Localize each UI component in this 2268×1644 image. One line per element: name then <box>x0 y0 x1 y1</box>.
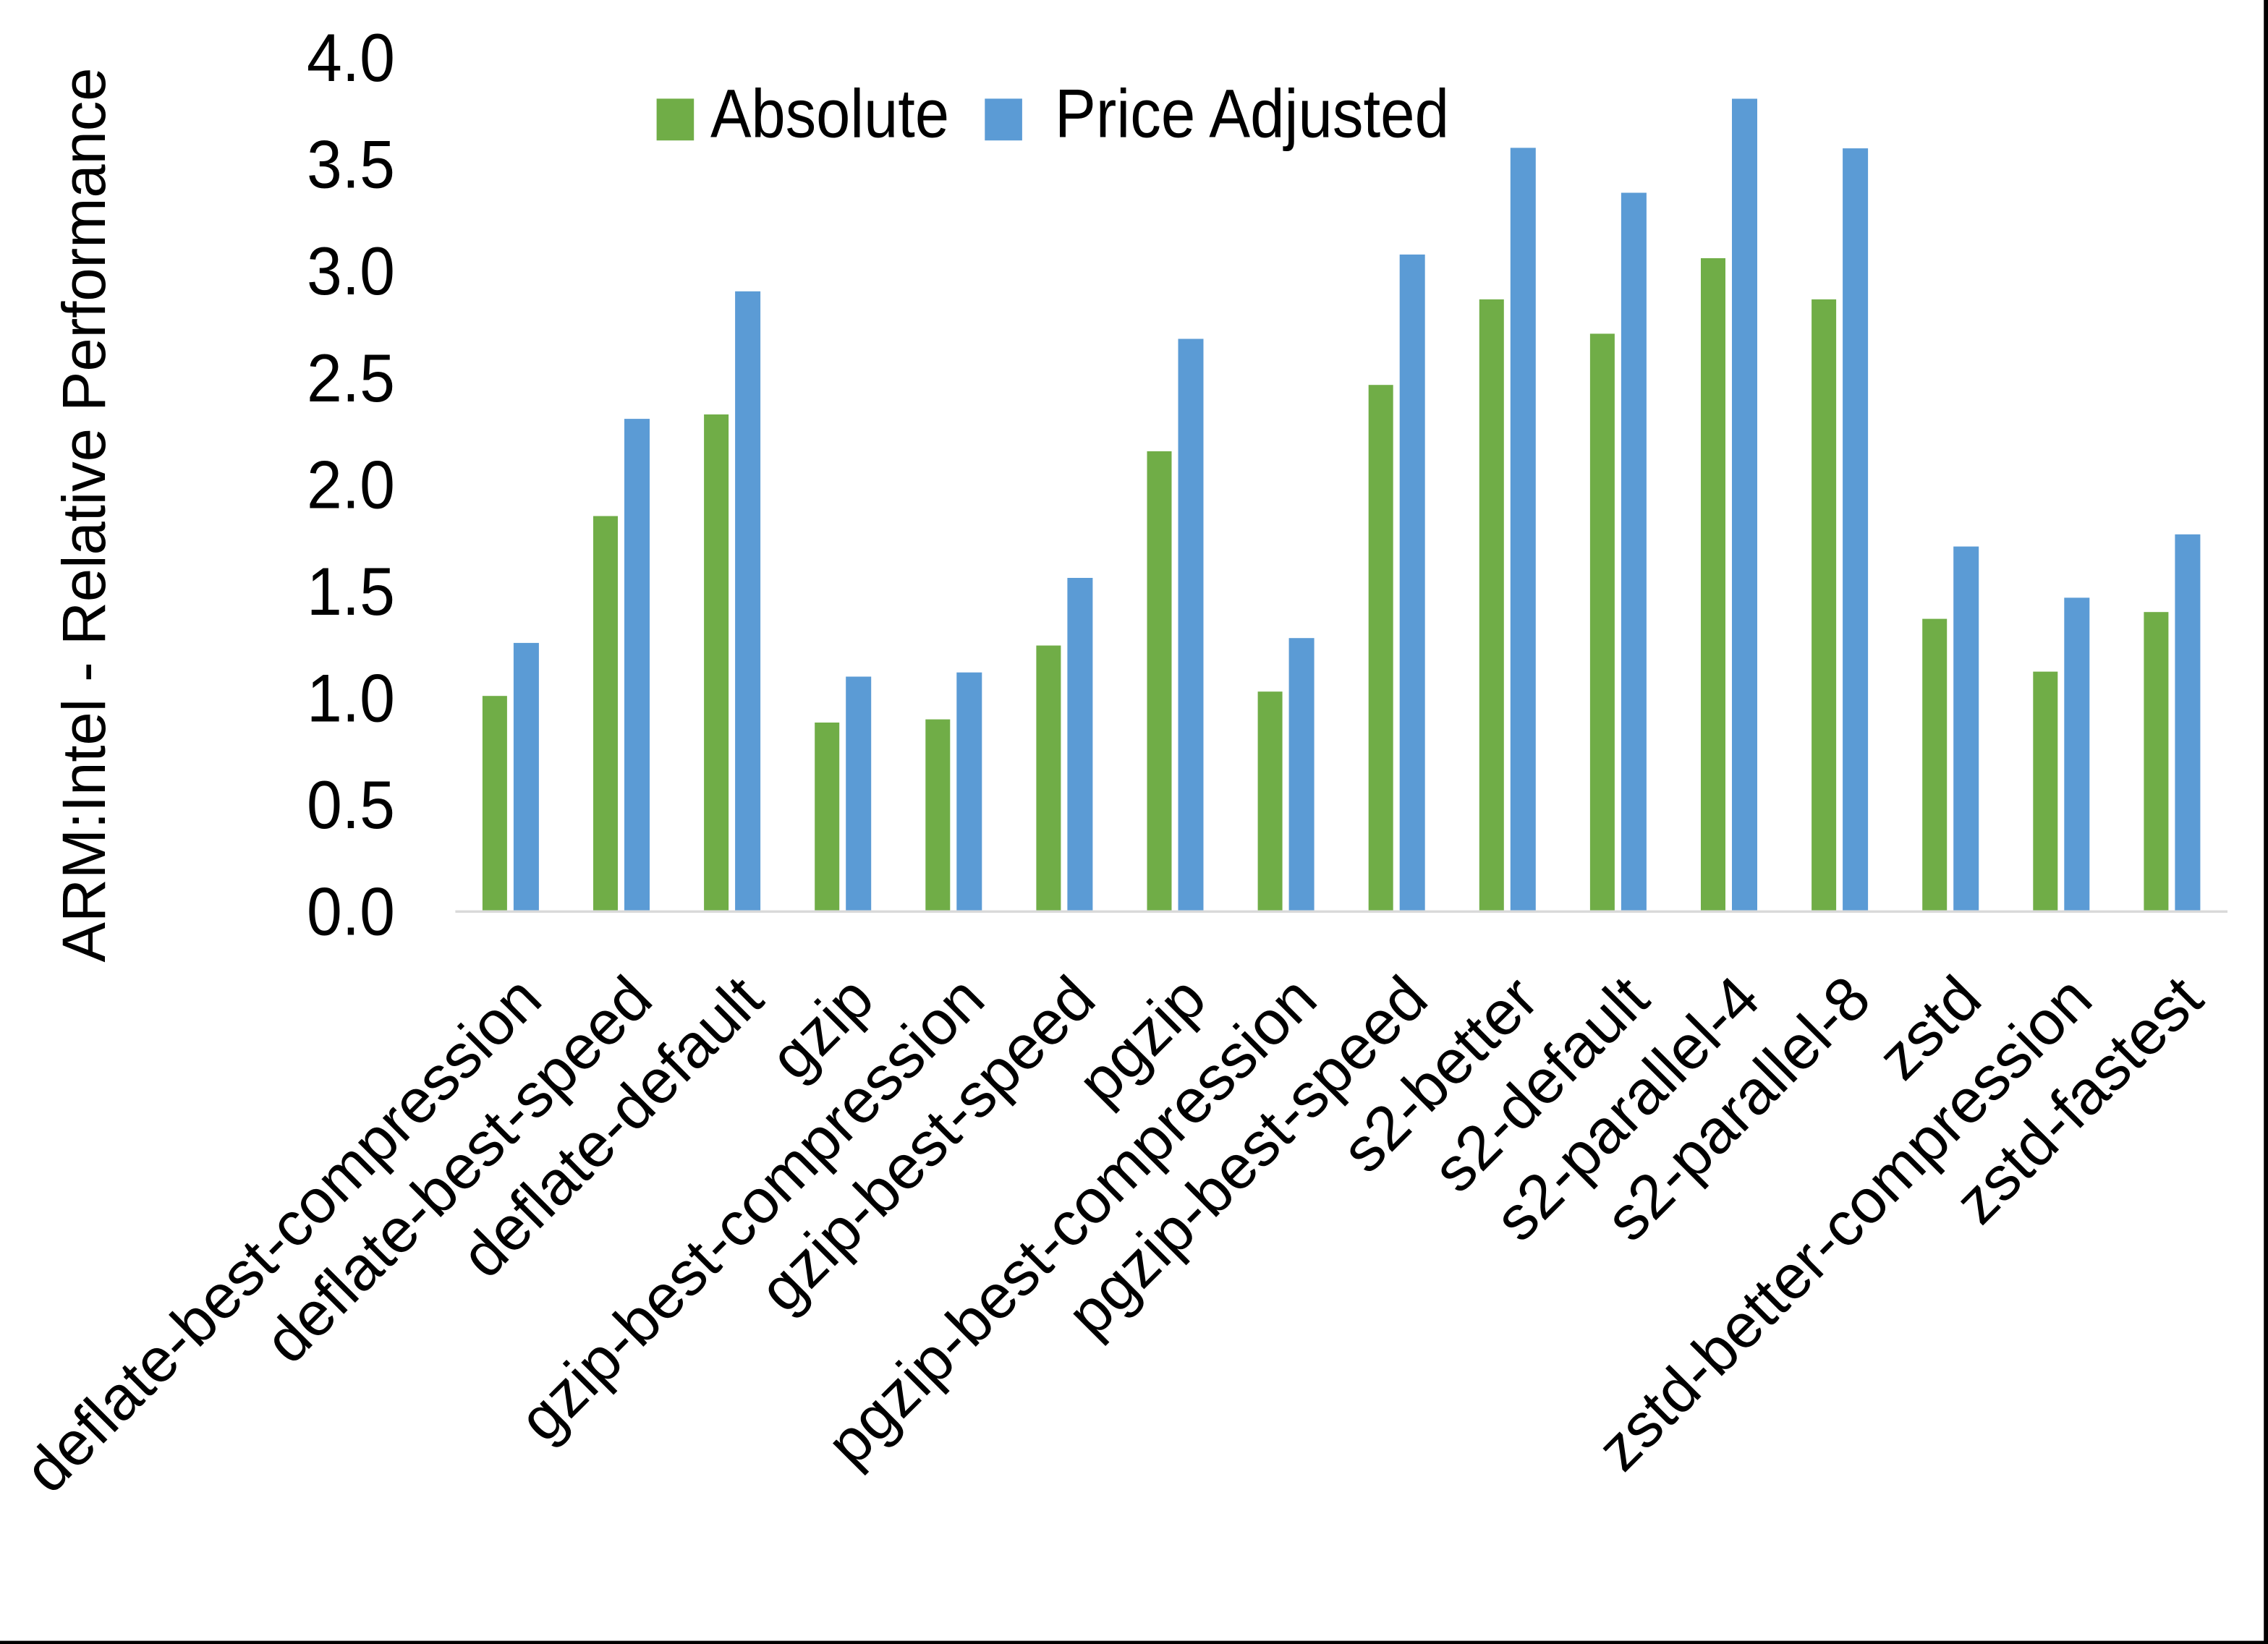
svg-text:4.0: 4.0 <box>307 20 395 95</box>
svg-text:0.5: 0.5 <box>307 767 395 843</box>
svg-text:3.5: 3.5 <box>307 127 395 203</box>
svg-text:ARM:Intel - Relative Performan: ARM:Intel - Relative Performance <box>50 68 118 963</box>
svg-text:2.5: 2.5 <box>307 340 395 416</box>
svg-text:0.0: 0.0 <box>307 874 395 950</box>
svg-text:1.5: 1.5 <box>307 553 395 629</box>
svg-text:Price Adjusted: Price Adjusted <box>1055 76 1449 153</box>
svg-text:3.0: 3.0 <box>307 233 395 309</box>
svg-text:2.0: 2.0 <box>307 446 395 522</box>
svg-text:Absolute: Absolute <box>710 76 949 153</box>
svg-text:1.0: 1.0 <box>307 660 395 736</box>
